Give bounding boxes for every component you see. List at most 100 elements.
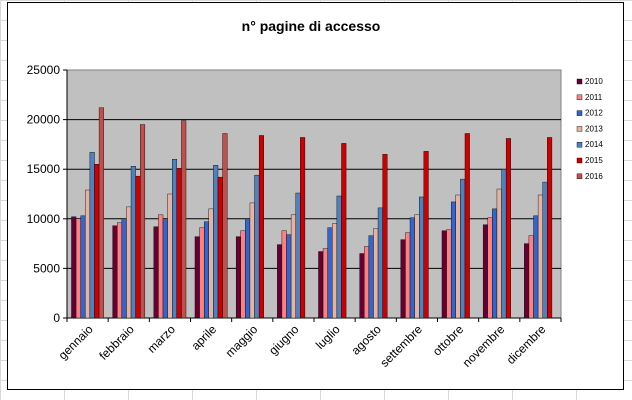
plot-background — [66, 69, 562, 319]
bar-2012-novembre — [492, 208, 498, 319]
bar-2014-ottobre — [460, 178, 466, 319]
bar-2012-settembre — [409, 217, 415, 319]
bar-2013-marzo — [167, 193, 173, 319]
bar-2015-aprile — [217, 176, 223, 319]
x-tick-label: settembre — [377, 322, 425, 370]
x-tick-label: giugno — [266, 322, 302, 358]
x-tick-label: marzo — [145, 322, 179, 356]
bar-2013-maggio — [249, 202, 255, 319]
bar-2014-giugno — [295, 192, 301, 319]
bar-2011-giugno — [281, 230, 287, 319]
legend-swatch-2012 — [576, 110, 583, 116]
bar-2015-maggio — [258, 135, 264, 319]
legend-swatch-2010 — [576, 78, 583, 85]
bar-2010-febbraio — [112, 225, 118, 319]
legend-swatch-2013 — [576, 126, 583, 132]
bar-2013-febbraio — [126, 206, 132, 319]
bar-2016-aprile — [222, 133, 228, 319]
bar-2011-luglio — [322, 248, 328, 319]
x-tick-label: agosto — [348, 322, 384, 358]
bar-2015-giugno — [300, 137, 306, 319]
bar-2014-settembre — [419, 196, 425, 319]
x-tick-label: maggio — [223, 322, 261, 360]
y-tick-label: 10000 — [27, 212, 61, 226]
bar-2012-febbraio — [121, 218, 127, 319]
bar-2010-marzo — [153, 226, 159, 319]
y-tick-label: 15000 — [27, 162, 61, 176]
bar-2013-giugno — [290, 214, 296, 319]
x-tick-label: aprile — [189, 322, 220, 353]
bar-2015-luglio — [341, 143, 347, 319]
bar-2015-settembre — [423, 151, 429, 319]
legend-label-2014: 2014 — [585, 140, 603, 149]
bar-2014-gennaio — [89, 152, 95, 319]
bar-2016-gennaio — [98, 107, 104, 319]
legend-label-2016: 2016 — [585, 172, 603, 181]
bar-2012-agosto — [368, 235, 374, 319]
plot-area: 0 5000 10000 15000 20000 25000 gennaio febbraio… — [27, 63, 562, 370]
bar-2010-giugno — [277, 244, 283, 319]
bar-2014-dicembre — [542, 181, 548, 319]
y-tick-label: 25000 — [27, 63, 61, 77]
legend-swatch-2014 — [576, 141, 583, 148]
bar-2013-agosto — [373, 228, 379, 319]
bar-2014-febbraio — [130, 166, 136, 319]
legend-label-2011: 2011 — [585, 93, 603, 102]
legend-swatch-2015 — [576, 157, 583, 164]
bar-2013-novembre — [496, 188, 502, 319]
bar-2014-maggio — [254, 174, 260, 319]
bar-2010-maggio — [235, 236, 241, 319]
bar-2014-luglio — [336, 195, 342, 319]
bar-2011-novembre — [487, 217, 493, 319]
bar-2015-gennaio — [94, 164, 100, 319]
bar-2011-dicembre — [528, 235, 534, 319]
bar-2015-novembre — [505, 138, 511, 319]
bar-2014-novembre — [501, 168, 507, 319]
bar-2011-ottobre — [446, 229, 452, 319]
bar-2011-febbraio — [117, 222, 123, 319]
x-tick-label: dicembre — [504, 322, 549, 367]
x-tick-label: luglio — [313, 322, 343, 352]
y-tick-label: 20000 — [27, 113, 61, 127]
y-tick-label: 5000 — [33, 261, 60, 275]
legend-swatch-2011 — [576, 94, 583, 101]
bar-2011-gennaio — [75, 218, 81, 319]
bar-2011-settembre — [405, 232, 411, 319]
bar-2012-luglio — [327, 227, 333, 319]
bar-2013-dicembre — [537, 194, 543, 319]
bar-2014-agosto — [377, 207, 383, 319]
x-tick-label: febbraio — [96, 322, 137, 363]
bar-2011-aprile — [199, 227, 205, 319]
bar-2013-settembre — [414, 214, 420, 319]
bar-2012-aprile — [203, 221, 209, 319]
bar-2010-luglio — [318, 251, 324, 319]
bar-2012-dicembre — [533, 215, 539, 319]
bar-2011-marzo — [158, 214, 164, 319]
x-tick-label: gennaio — [56, 322, 96, 362]
bar-2015-febbraio — [135, 175, 141, 319]
bar-2010-gennaio — [71, 216, 77, 319]
bar-2013-aprile — [208, 208, 214, 319]
y-tick-label: 0 — [53, 311, 60, 325]
bar-2012-marzo — [162, 218, 168, 319]
x-tick-label: ottobre — [430, 322, 467, 359]
bar-2015-agosto — [382, 154, 388, 319]
bar-2011-maggio — [240, 230, 246, 319]
bar-2010-settembre — [400, 239, 406, 319]
bar-2016-febbraio — [140, 124, 146, 319]
bar-2015-marzo — [176, 168, 182, 319]
bar-2014-aprile — [213, 165, 219, 319]
bar-2010-ottobre — [441, 230, 447, 319]
bar-2012-gennaio — [80, 215, 86, 319]
bar-2014-marzo — [172, 159, 178, 319]
legend-label-2012: 2012 — [585, 109, 603, 118]
bar-2010-aprile — [194, 236, 200, 319]
bar-2010-dicembre — [524, 243, 530, 319]
bar-2011-agosto — [364, 246, 370, 319]
bar-2010-agosto — [359, 253, 365, 319]
bar-2013-ottobre — [455, 194, 461, 319]
x-tick-label: novembre — [460, 322, 508, 370]
bar-2012-giugno — [286, 234, 292, 319]
legend-label-2010: 2010 — [585, 77, 603, 86]
